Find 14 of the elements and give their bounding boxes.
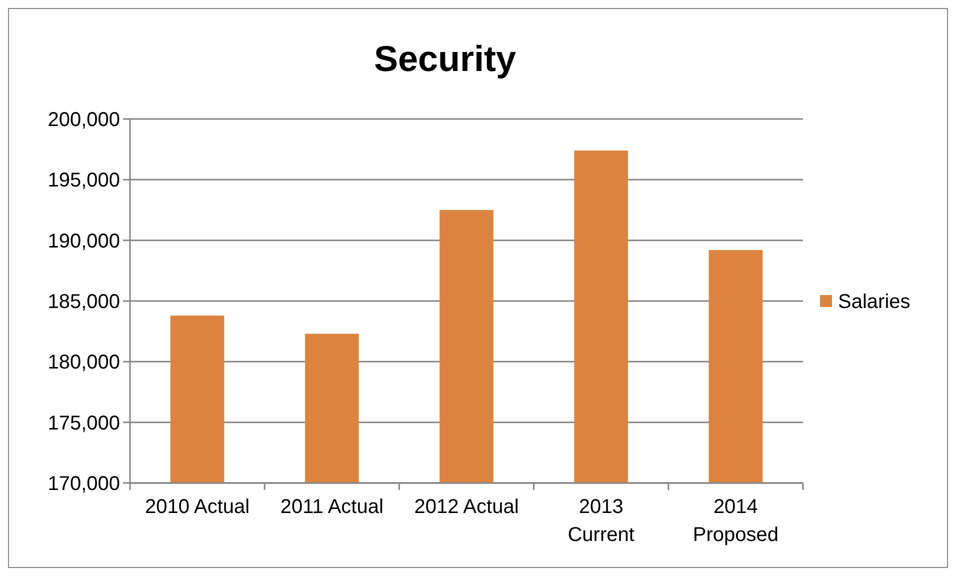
x-tick-label: 2011 Actual <box>280 496 384 518</box>
x-tick-label: 2014 Proposed <box>692 496 779 546</box>
x-tick-label: 2012 Actual <box>414 496 519 518</box>
y-tick-label: 195,000 <box>48 170 120 192</box>
y-tick-label: 180,000 <box>48 352 120 374</box>
legend-label: Salaries <box>838 291 910 313</box>
y-tick-label: 190,000 <box>48 230 120 252</box>
x-tick-label: 2013 Current <box>568 496 635 546</box>
chart-title: Security <box>374 38 516 79</box>
y-tick-label: 200,000 <box>48 109 120 131</box>
y-tick-label: 175,000 <box>48 412 120 434</box>
y-tick-label: 185,000 <box>48 291 120 313</box>
x-tick-label: 2010 Actual <box>145 496 250 518</box>
y-tick-label: 170,000 <box>48 473 120 495</box>
